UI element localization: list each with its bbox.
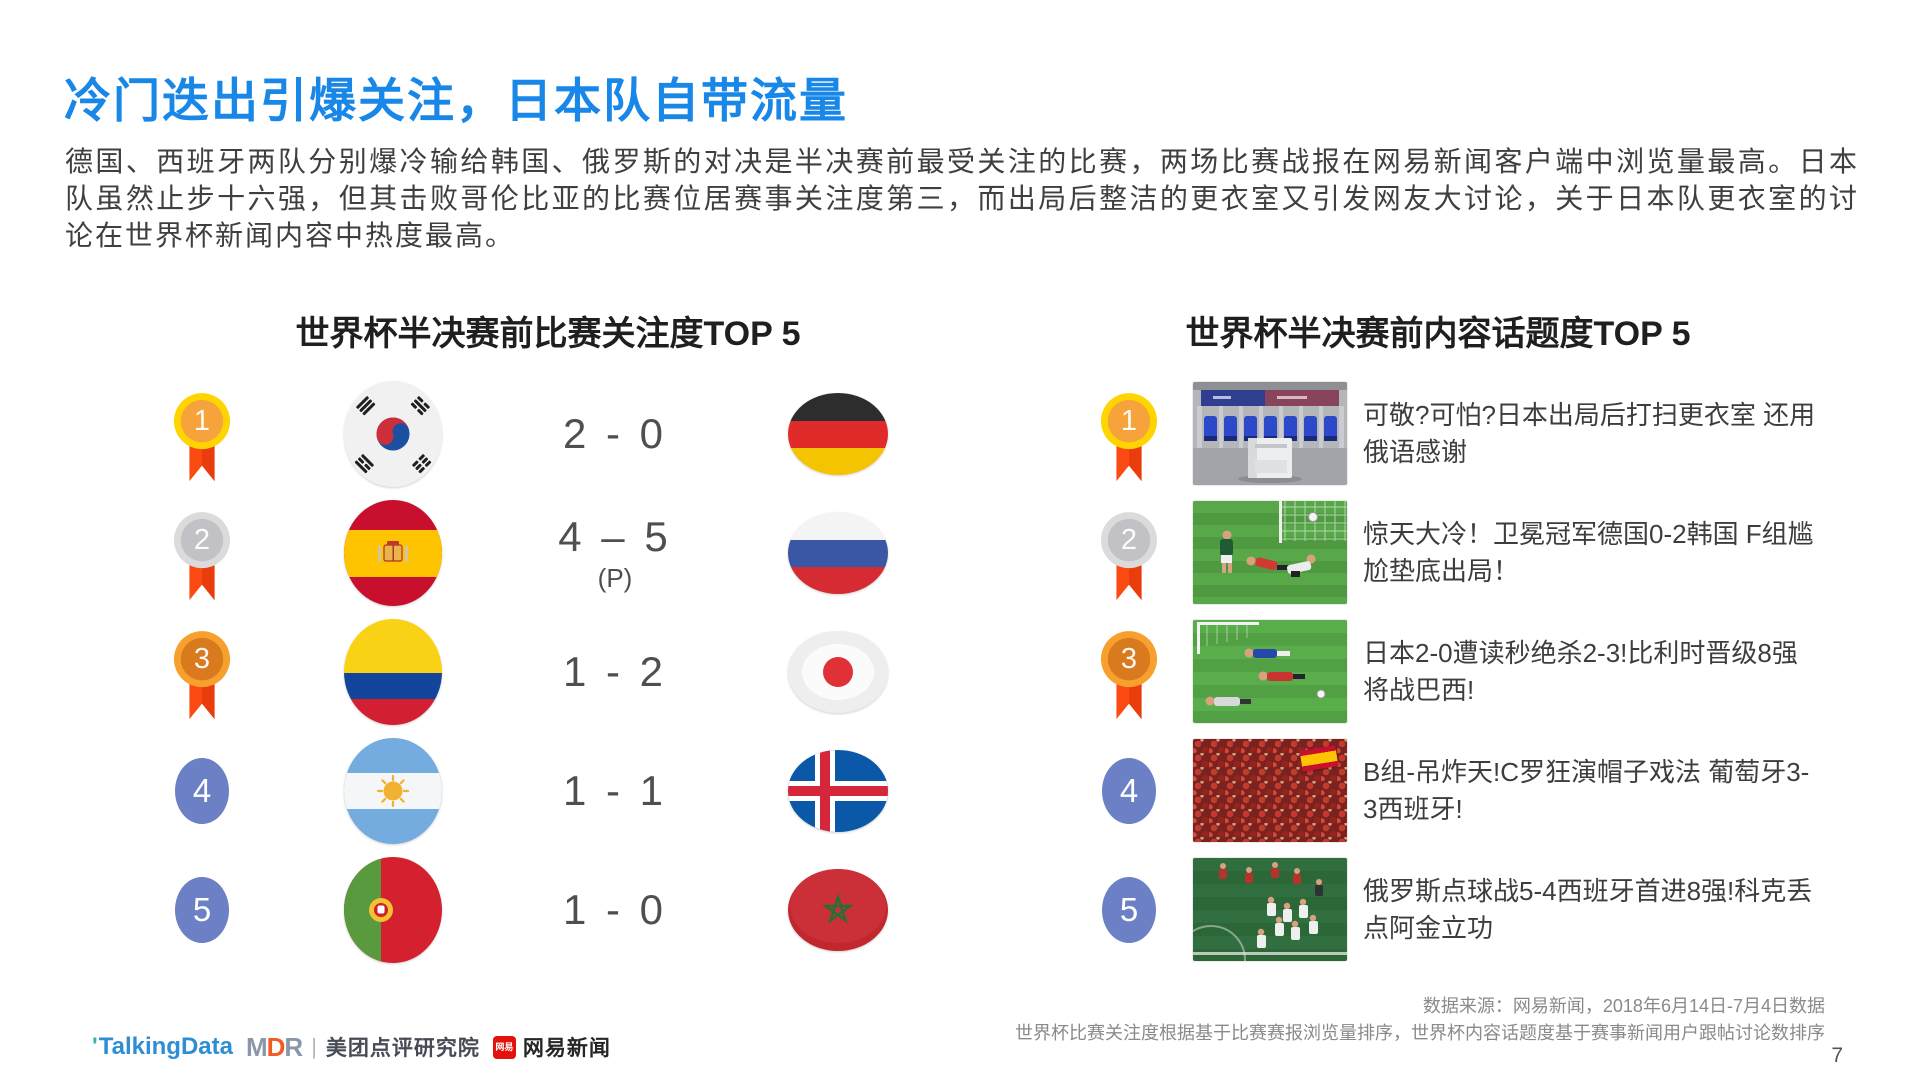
topic-rank-row: 4 B组-吊炸天!C罗狂演帽子戏法 葡萄牙3-3西班牙! [1065,731,1921,851]
bronze-medal-icon: 3 [1100,629,1158,726]
footer-logos: 'TalkingData MDR | 美团点评研究院 网易 网易新闻 [92,1030,611,1064]
germany-korea-match-photo [1193,501,1347,604]
gold-medal-icon: 1 [173,391,231,488]
intro-paragraph: 德国、西班牙两队分别爆冷输给韩国、俄罗斯的对决是半决赛前最受关注的比赛，两场比赛… [65,146,1859,251]
match-score: 2 - 0 [562,410,668,457]
talkingdata-tick-icon: ' [92,1033,98,1060]
gold-medal-icon: 1 [1100,391,1158,488]
match-rank-row: 1 2 - 0 [0,374,960,494]
match-rank-row: 4 1 - 1 [0,731,960,851]
rank-circle: 5 [175,877,229,943]
left-section-title: 世界杯半决赛前比赛关注度TOP 5 [295,315,801,353]
russia-flag [788,512,888,594]
spain-flag-in-crowd [1299,745,1339,772]
japan-flag [788,631,888,713]
data-source-note: 数据来源：网易新闻，2018年6月14日-7月4日数据 世界杯比赛关注度根据基于… [1015,993,1825,1047]
data-source-line1: 数据来源：网易新闻，2018年6月14日-7月4日数据 [1422,996,1825,1016]
rank-number: 1 [193,404,211,437]
rank-circle: 4 [1102,758,1156,824]
rank-number: 4 [1119,772,1139,809]
rank-number: 3 [1120,642,1138,675]
meituan-dianping-logo: 美团点评研究院 [325,1037,480,1060]
rank-circle: 4 [175,758,229,824]
russia-celebration-photo [1193,858,1347,961]
silver-medal-icon: 2 [1100,510,1158,607]
rank-number: 5 [1119,891,1139,928]
topic-rank-row: 1 可敬?可怕?日本出局后打扫更衣室 还用俄语感谢 [1065,374,1921,494]
iceland-flag [788,750,888,832]
match-rank-row: 3 1 - 2 [0,612,960,732]
page-number: 7 [1831,1044,1843,1067]
germany-flag [788,393,888,475]
rank-number: 2 [1120,523,1138,556]
talkingdata-logo: 'TalkingData [92,1033,233,1060]
rank-number: 2 [193,523,211,556]
topic-headline: 可敬?可怕?日本出局后打扫更衣室 还用俄语感谢 [1363,400,1816,467]
rank-number: 4 [192,772,212,809]
topic-rank-row: 3 日本2-0遭读秒绝杀2-3!比利时晋级8强将战巴西! [1065,612,1921,732]
spain-flag [344,500,442,606]
silver-medal-icon: 2 [173,510,231,607]
match-score: 1 - 2 [562,648,668,695]
netease-badge-icon: 网易 [492,1035,516,1059]
argentina-flag [344,738,442,844]
topic-rank-row: 5 俄罗斯点球战5-4西班牙首进8强!科克丢点阿金立功 [1065,850,1921,970]
topic-headline: 俄罗斯点球战5-4西班牙首进8强!科克丢点阿金立功 [1363,876,1813,943]
topic-rank-row: 2 惊天大冷！卫冕冠军德国0-2韩国 F组尴尬垫底出局！ [1065,493,1921,613]
match-score: 4 – 5 (P) [558,512,672,593]
penalty-note: (P) [597,562,633,593]
rank-number: 1 [1120,404,1138,437]
match-score: 1 - 0 [562,886,668,933]
rank-number: 5 [192,891,212,928]
morocco-flag [788,869,888,951]
topic-headline: 惊天大冷！卫冕冠军德国0-2韩国 F组尴尬垫底出局！ [1363,519,1814,586]
topic-headline: B组-吊炸天!C罗狂演帽子戏法 葡萄牙3-3西班牙! [1363,757,1810,824]
colombia-flag [344,619,442,725]
match-rank-row: 2 4 – 5 (P) [0,493,960,613]
data-source-line2: 世界杯比赛关注度根据基于比赛赛报浏览量排序，世界杯内容话题度基于赛事新闻用户跟帖… [1015,1023,1825,1043]
topic-headline: 日本2-0遭读秒绝杀2-3!比利时晋级8强将战巴西! [1363,638,1798,705]
right-section-title: 世界杯半决赛前内容话题度TOP 5 [1185,315,1691,353]
page-title: 冷门迭出引爆关注，日本队自带流量 [64,74,848,127]
match-rank-row: 5 1 - 0 [0,850,960,970]
spain-fans-crowd-photo [1193,739,1347,842]
bronze-medal-icon: 3 [173,629,231,726]
south-korea-flag [344,381,442,487]
netease-news-logo: 网易新闻 [522,1037,611,1060]
japan-locker-room-photo [1193,382,1347,485]
rank-number: 3 [193,642,211,675]
logo-divider: | [311,1034,317,1059]
portugal-flag [344,857,442,963]
match-score: 1 - 1 [562,767,668,814]
rank-circle: 5 [1102,877,1156,943]
japan-belgium-match-photo [1193,620,1347,723]
mdr-logo: MDR [245,1031,303,1062]
